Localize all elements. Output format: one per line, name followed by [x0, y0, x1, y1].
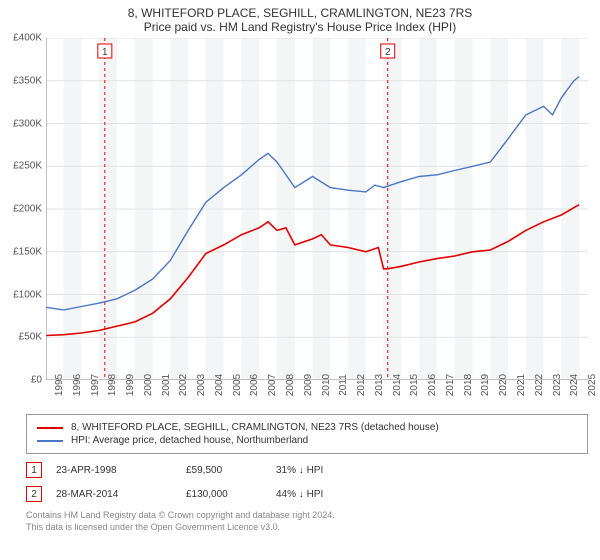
chart-area: 12 £0£50K£100K£150K£200K£250K£300K£350K£… [46, 38, 588, 408]
plot-region: 12 [46, 38, 588, 380]
legend-label: 8, WHITEFORD PLACE, SEGHILL, CRAMLINGTON… [71, 422, 439, 433]
x-tick-label: 2011 [330, 371, 349, 399]
x-tick-label: 1997 [82, 371, 101, 399]
chart-legend: 8, WHITEFORD PLACE, SEGHILL, CRAMLINGTON… [26, 414, 588, 454]
y-tick-label: £400K [0, 33, 42, 44]
x-tick-label: 1998 [99, 371, 118, 399]
x-tick-label: 2017 [437, 371, 456, 399]
x-tick-label: 2023 [544, 371, 563, 399]
marker-date: 23-APR-1998 [56, 465, 186, 476]
y-tick-label: £50K [0, 332, 42, 343]
x-tick-label: 1995 [46, 371, 65, 399]
marker-row: 1 23-APR-1998£59,50031% ↓ HPI [26, 458, 588, 482]
x-tick-label: 2006 [241, 371, 260, 399]
legend-row: 8, WHITEFORD PLACE, SEGHILL, CRAMLINGTON… [37, 421, 577, 434]
chart-subtitle: Price paid vs. HM Land Registry's House … [0, 20, 600, 38]
x-tick-label: 2015 [401, 371, 420, 399]
x-tick-label: 2022 [526, 371, 545, 399]
x-tick-label: 1999 [117, 371, 136, 399]
marker-row: 2 28-MAR-2014£130,00044% ↓ HPI [26, 482, 588, 506]
svg-text:2: 2 [385, 47, 391, 58]
y-tick-label: £250K [0, 161, 42, 172]
marker-price: £59,500 [186, 465, 276, 476]
x-tick-label: 2002 [170, 371, 189, 399]
copyright-text: Contains HM Land Registry data © Crown c… [26, 510, 588, 533]
legend-swatch [37, 427, 63, 429]
y-tick-label: £150K [0, 246, 42, 257]
x-tick-label: 2021 [508, 371, 527, 399]
svg-text:1: 1 [102, 47, 108, 58]
chart-title: 8, WHITEFORD PLACE, SEGHILL, CRAMLINGTON… [0, 0, 600, 20]
legend-swatch [37, 440, 63, 442]
y-tick-label: £100K [0, 289, 42, 300]
x-tick-label: 2019 [472, 371, 491, 399]
marker-price: £130,000 [186, 489, 276, 500]
x-tick-label: 2024 [561, 371, 580, 399]
y-tick-label: £200K [0, 204, 42, 215]
marker-table: 1 23-APR-1998£59,50031% ↓ HPI 2 28-MAR-2014… [26, 458, 588, 506]
x-tick-label: 2001 [153, 371, 172, 399]
x-tick-label: 2012 [348, 371, 367, 399]
y-tick-label: £0 [0, 375, 42, 386]
x-tick-label: 2014 [384, 371, 403, 399]
x-tick-label: 2025 [579, 371, 598, 399]
marker-number-box: 2 [26, 486, 42, 502]
x-tick-label: 2016 [419, 371, 438, 399]
x-tick-label: 2004 [206, 371, 225, 399]
x-tick-label: 2010 [313, 371, 332, 399]
marker-pct: 44% ↓ HPI [276, 489, 386, 500]
marker-pct: 31% ↓ HPI [276, 465, 386, 476]
y-tick-label: £300K [0, 118, 42, 129]
x-tick-label: 1996 [64, 371, 83, 399]
copyright-line: Contains HM Land Registry data © Crown c… [26, 510, 588, 522]
legend-row: HPI: Average price, detached house, Nort… [37, 434, 577, 447]
x-tick-label: 2005 [224, 371, 243, 399]
copyright-line: This data is licensed under the Open Gov… [26, 522, 588, 534]
x-tick-label: 2000 [135, 371, 154, 399]
y-tick-label: £350K [0, 75, 42, 86]
x-tick-label: 2003 [188, 371, 207, 399]
x-tick-label: 2008 [277, 371, 296, 399]
x-tick-label: 2020 [490, 371, 509, 399]
x-tick-label: 2007 [259, 371, 278, 399]
x-tick-label: 2013 [366, 371, 385, 399]
x-tick-label: 2009 [295, 371, 314, 399]
marker-number-box: 1 [26, 462, 42, 478]
x-tick-label: 2018 [455, 371, 474, 399]
marker-date: 28-MAR-2014 [56, 489, 186, 500]
legend-label: HPI: Average price, detached house, Nort… [71, 435, 308, 446]
